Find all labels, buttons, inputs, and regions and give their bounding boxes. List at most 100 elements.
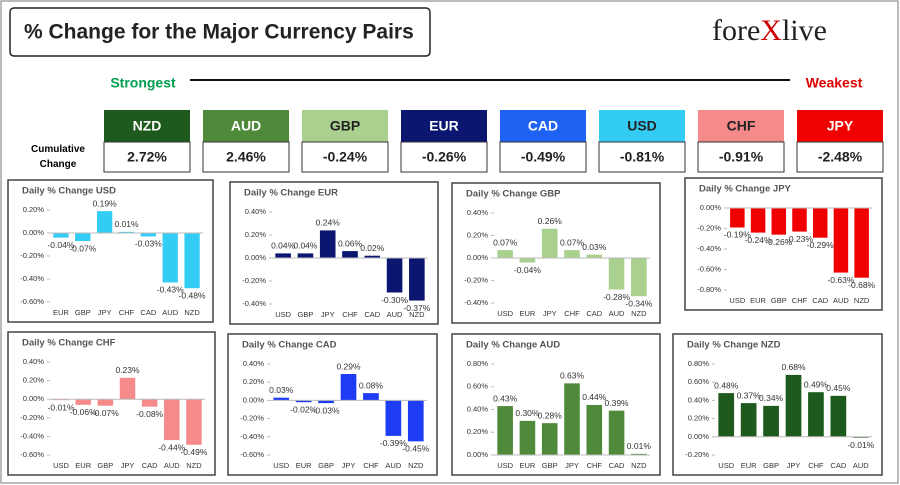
- bar: [519, 420, 536, 455]
- currency-name: JPY: [827, 118, 854, 134]
- x-tick-label: EUR: [750, 296, 766, 305]
- bar: [319, 230, 336, 258]
- bar: [386, 258, 403, 293]
- x-tick-label: USD: [729, 296, 745, 305]
- value-label: -0.03%: [135, 239, 162, 249]
- y-tick-label: -0.40%: [697, 244, 721, 253]
- x-tick-label: GBP: [763, 461, 779, 470]
- value-label: 0.04%: [271, 241, 296, 251]
- bar: [785, 374, 802, 437]
- currency-name: CAD: [528, 118, 558, 134]
- change-box: [301, 141, 389, 173]
- logo-mark: X: [760, 14, 782, 47]
- y-tick-label: 0.00%: [23, 228, 45, 237]
- y-tick-label: -0.20%: [697, 223, 721, 232]
- bar: [730, 208, 745, 228]
- bar: [541, 228, 558, 258]
- y-tick-label: 0.00%: [688, 432, 710, 441]
- value-label: 0.04%: [293, 241, 318, 251]
- bar: [184, 233, 200, 289]
- strongest-label: Strongest: [110, 75, 176, 91]
- change-value: -0.24%: [323, 149, 368, 165]
- bar: [96, 211, 113, 233]
- currency-header: [104, 110, 190, 142]
- x-tick-label: USD: [497, 461, 513, 470]
- y-tick-label: -0.40%: [20, 274, 44, 283]
- y-tick-label: 0.40%: [245, 207, 267, 216]
- currency-header: [203, 110, 289, 142]
- currency-header: [797, 110, 883, 142]
- bar: [364, 255, 381, 258]
- currency-header: [599, 110, 685, 142]
- y-tick-label: -0.60%: [20, 450, 44, 459]
- x-tick-label: JPY: [565, 461, 579, 470]
- x-tick-label: EUR: [520, 461, 536, 470]
- chart-title: Daily % Change GBP: [466, 189, 561, 200]
- y-tick-label: 0.20%: [23, 205, 45, 214]
- x-tick-label: CAD: [830, 461, 846, 470]
- change-value: -0.49%: [521, 149, 566, 165]
- y-tick-label: 0.80%: [467, 359, 489, 368]
- value-label: 0.08%: [359, 380, 384, 390]
- x-tick-label: CAD: [609, 461, 625, 470]
- y-tick-label: -0.20%: [464, 275, 488, 284]
- y-tick-label: 0.60%: [688, 377, 710, 386]
- chart-title: Daily % Change CAD: [242, 340, 337, 351]
- bar: [564, 383, 580, 455]
- value-label: 0.30%: [515, 408, 540, 418]
- change-box: [202, 141, 290, 173]
- bar: [97, 399, 114, 406]
- x-tick-label: JPY: [342, 461, 356, 470]
- bar: [186, 399, 202, 445]
- chart-title: Daily % Change USD: [22, 186, 116, 197]
- value-label: 0.49%: [804, 379, 829, 389]
- value-label: 0.03%: [582, 242, 607, 252]
- bar: [318, 400, 334, 404]
- change-value: 2.46%: [226, 149, 266, 165]
- value-label: -0.30%: [381, 295, 408, 305]
- x-tick-label: USD: [497, 309, 513, 318]
- bar: [497, 406, 513, 455]
- x-tick-label: JPY: [543, 309, 557, 318]
- x-tick-label: CAD: [142, 461, 158, 470]
- y-tick-label: -0.20%: [20, 413, 44, 422]
- bar: [273, 397, 290, 401]
- bar: [771, 208, 787, 235]
- y-tick-label: -0.40%: [240, 432, 264, 441]
- change-box: [796, 141, 884, 173]
- x-tick-label: AUD: [833, 296, 849, 305]
- y-tick-label: 0.20%: [688, 414, 710, 423]
- x-tick-label: NZD: [408, 461, 424, 470]
- bar: [812, 208, 828, 238]
- page-title: % Change for the Major Currency Pairs: [24, 21, 414, 44]
- currency-name: EUR: [429, 118, 459, 134]
- chart-panel: [7, 179, 214, 323]
- x-tick-label: CHF: [808, 461, 824, 470]
- bar: [295, 400, 312, 403]
- value-label: -0.02%: [290, 404, 317, 414]
- value-label: 0.28%: [538, 410, 563, 420]
- y-tick-label: 0.00%: [467, 253, 489, 262]
- value-label: -0.04%: [514, 265, 541, 275]
- value-label: -0.01%: [847, 440, 874, 450]
- y-tick-label: 0.00%: [700, 203, 722, 212]
- bar: [763, 405, 779, 437]
- x-tick-label: GBP: [771, 296, 787, 305]
- y-tick-label: 0.40%: [467, 404, 489, 413]
- chart-panel: [227, 333, 438, 476]
- bar: [75, 233, 91, 242]
- change-box: [499, 141, 587, 173]
- x-tick-label: EUR: [741, 461, 757, 470]
- value-label: 0.48%: [714, 380, 739, 390]
- bar: [792, 208, 807, 232]
- value-label: -0.34%: [625, 299, 652, 309]
- y-tick-label: -0.20%: [20, 251, 44, 260]
- value-label: -0.28%: [603, 292, 630, 302]
- x-tick-label: GBP: [75, 308, 91, 317]
- x-tick-label: CHF: [792, 296, 808, 305]
- change-value: -0.26%: [422, 149, 467, 165]
- x-tick-label: GBP: [97, 461, 113, 470]
- y-tick-label: 0.00%: [245, 253, 267, 262]
